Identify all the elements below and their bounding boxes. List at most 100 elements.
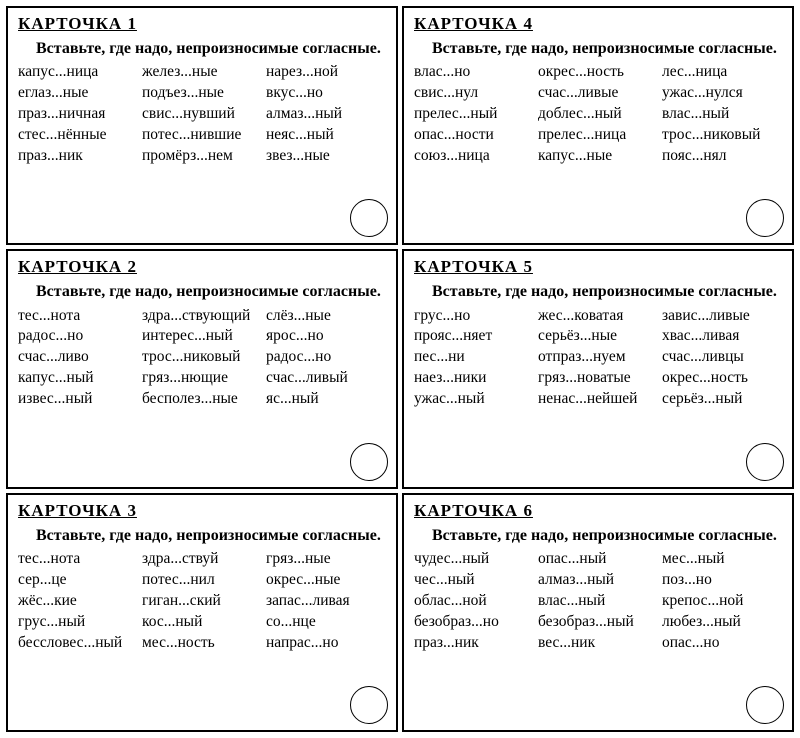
word-item: алмаз...ный: [266, 104, 386, 125]
word-item: алмаз...ный: [538, 570, 658, 591]
word-column: нарез...нойвкус...ноалмаз...ныйнеяс...ны…: [266, 62, 386, 167]
word-item: трос...никовый: [662, 125, 782, 146]
word-column: слёз...ныеярос...норадос...носчас...ливы…: [266, 306, 386, 411]
score-circle: [746, 686, 784, 724]
word-item: окрес...ность: [538, 62, 658, 83]
word-item: трос...никовый: [142, 347, 262, 368]
word-item: слёз...ные: [266, 306, 386, 327]
word-item: радос...но: [18, 326, 138, 347]
word-column: здра...ствующийинтерес...ныйтрос...ников…: [142, 306, 262, 411]
word-item: безобраз...но: [414, 612, 534, 633]
word-item: вес...ник: [538, 633, 658, 654]
word-item: праз...ничная: [18, 104, 138, 125]
word-item: завис...ливые: [662, 306, 782, 327]
word-item: поз...но: [662, 570, 782, 591]
word-item: гряз...ные: [266, 549, 386, 570]
score-circle: [350, 686, 388, 724]
word-column: здра...ствуйпотес...нилгиган...скийкос..…: [142, 549, 262, 654]
word-item: опас...ный: [538, 549, 658, 570]
word-item: нарез...ной: [266, 62, 386, 83]
word-item: пес...ни: [414, 347, 534, 368]
words-grid: тес...нотасер...цежёс...киегрус...ныйбес…: [18, 549, 386, 654]
word-item: со...нце: [266, 612, 386, 633]
card-title: КАРТОЧКА 1: [18, 14, 386, 34]
word-item: облас...ной: [414, 591, 534, 612]
word-item: влас...ный: [662, 104, 782, 125]
word-item: серьёз...ный: [662, 389, 782, 410]
word-item: счас...ливцы: [662, 347, 782, 368]
word-item: промёрз...нем: [142, 146, 262, 167]
word-item: подъез...ные: [142, 83, 262, 104]
word-item: праз...ник: [414, 633, 534, 654]
card-title: КАРТОЧКА 2: [18, 257, 386, 277]
word-item: пояс...нял: [662, 146, 782, 167]
word-item: гряз...новатые: [538, 368, 658, 389]
words-grid: грус...нопрояс...няетпес...нинаез...ники…: [414, 306, 782, 411]
word-item: жес...коватая: [538, 306, 658, 327]
word-item: капус...ный: [18, 368, 138, 389]
card-instruction: Вставьте, где надо, непроизносимые согла…: [414, 39, 782, 58]
word-item: бессловес...ный: [18, 633, 138, 654]
word-item: вкус...но: [266, 83, 386, 104]
word-column: грус...нопрояс...няетпес...нинаез...ники…: [414, 306, 534, 411]
word-item: ярос...но: [266, 326, 386, 347]
word-item: интерес...ный: [142, 326, 262, 347]
word-item: крепос...ной: [662, 591, 782, 612]
word-item: счас...ливый: [266, 368, 386, 389]
worksheet-card: КАРТОЧКА 5Вставьте, где надо, непроизнос…: [402, 249, 794, 488]
word-item: гиган...ский: [142, 591, 262, 612]
word-item: мес...ный: [662, 549, 782, 570]
word-item: прелес...ница: [538, 125, 658, 146]
word-item: ужас...ный: [414, 389, 534, 410]
word-column: тес...нотарадос...носчас...ливокапус...н…: [18, 306, 138, 411]
word-column: жес...коватаясерьёз...ныеотпраз...нуемгр…: [538, 306, 658, 411]
words-grid: тес...нотарадос...носчас...ливокапус...н…: [18, 306, 386, 411]
word-item: тес...нота: [18, 549, 138, 570]
word-item: свис...нул: [414, 83, 534, 104]
word-item: желез...ные: [142, 62, 262, 83]
worksheet-card: КАРТОЧКА 1 Вставьте, где надо, непроизнос…: [6, 6, 398, 245]
card-instruction: Вставьте, где надо, непроизносимые согла…: [414, 526, 782, 545]
word-item: окрес...ность: [662, 368, 782, 389]
word-item: яс...ный: [266, 389, 386, 410]
word-item: радос...но: [266, 347, 386, 368]
worksheet-card: КАРТОЧКА 4 Вставьте, где надо, непроизнос…: [402, 6, 794, 245]
word-item: опас...но: [662, 633, 782, 654]
word-item: отпраз...нуем: [538, 347, 658, 368]
word-item: прелес...ный: [414, 104, 534, 125]
word-item: любез...ный: [662, 612, 782, 633]
worksheet-card: КАРТОЧКА 2Вставьте, где надо, непроизнос…: [6, 249, 398, 488]
card-title: КАРТОЧКА 4: [414, 14, 782, 34]
word-item: счас...ливо: [18, 347, 138, 368]
word-item: гряз...нющие: [142, 368, 262, 389]
word-column: лес...ницаужас...нулсявлас...ныйтрос...н…: [662, 62, 782, 167]
word-item: здра...ствующий: [142, 306, 262, 327]
word-item: запас...ливая: [266, 591, 386, 612]
word-column: капус...ницаеглаз...ныепраз...ничнаястес…: [18, 62, 138, 167]
word-item: стес...нённые: [18, 125, 138, 146]
word-item: влас...но: [414, 62, 534, 83]
card-instruction: Вставьте, где надо, непроизносимые согла…: [18, 526, 386, 545]
word-item: опас...ности: [414, 125, 534, 146]
word-column: влас...носвис...нулпрелес...ныйопас...но…: [414, 62, 534, 167]
card-instruction: Вставьте, где надо, непроизносимые согла…: [18, 39, 386, 58]
words-grid: чудес...ныйчес...ныйоблас...нойбезобраз.…: [414, 549, 782, 654]
word-item: еглаз...ные: [18, 83, 138, 104]
word-item: кос...ный: [142, 612, 262, 633]
word-item: бесполез...ные: [142, 389, 262, 410]
word-item: капус...ница: [18, 62, 138, 83]
word-item: потес...нившие: [142, 125, 262, 146]
word-item: окрес...ные: [266, 570, 386, 591]
word-column: тес...нотасер...цежёс...киегрус...ныйбес…: [18, 549, 138, 654]
word-item: ненас...нейшей: [538, 389, 658, 410]
word-column: окрес...ностьсчас...ливыедоблес...ныйпре…: [538, 62, 658, 167]
score-circle: [746, 199, 784, 237]
word-item: безобраз...ный: [538, 612, 658, 633]
words-grid: капус...ницаеглаз...ныепраз...ничнаястес…: [18, 62, 386, 167]
word-item: звез...ные: [266, 146, 386, 167]
word-item: потес...нил: [142, 570, 262, 591]
word-item: капус...ные: [538, 146, 658, 167]
word-column: опас...ныйалмаз...ныйвлас...ныйбезобраз.…: [538, 549, 658, 654]
word-item: чудес...ный: [414, 549, 534, 570]
worksheet-card: КАРТОЧКА 3Вставьте, где надо, непроизнос…: [6, 493, 398, 732]
